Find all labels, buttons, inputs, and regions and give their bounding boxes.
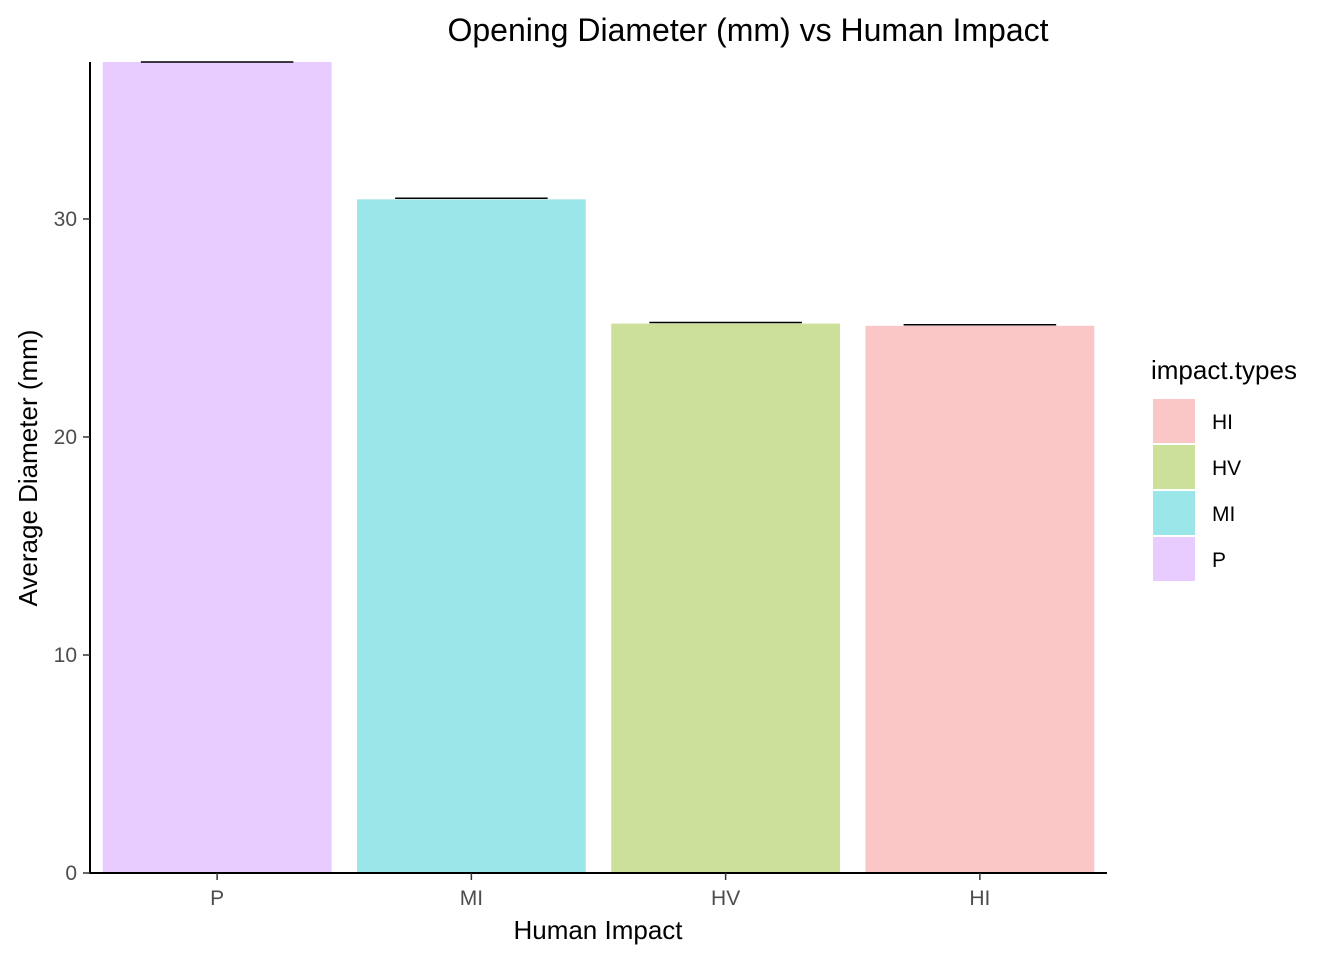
y-ticks-group: 0 10 20 30: [54, 208, 90, 885]
bar-hi: [865, 325, 1095, 874]
chart-title: Opening Diameter (mm) vs Human Impact: [447, 12, 1048, 48]
x-axis-title: Human Impact: [513, 915, 683, 945]
x-tick-label: MI: [460, 887, 483, 910]
bar-hv: [611, 323, 841, 873]
bar-p: [102, 62, 332, 873]
legend-label-mi: MI: [1212, 503, 1235, 526]
legend-title: impact.types: [1151, 355, 1297, 385]
bar-mi: [356, 199, 586, 873]
error-bars-group: [140, 61, 1057, 326]
y-tick-label: 30: [54, 208, 77, 231]
x-ticks-group: P MI HV HI: [210, 873, 990, 910]
y-axis-title: Average Diameter (mm): [13, 330, 43, 607]
legend: HI HV MI P: [1153, 399, 1241, 581]
legend-label-hi: HI: [1212, 411, 1233, 434]
legend-key-hv: [1153, 445, 1195, 489]
legend-key-p: [1153, 537, 1195, 581]
bars-group: [102, 62, 1095, 874]
y-tick-label: 20: [54, 426, 77, 449]
legend-label-hv: HV: [1212, 457, 1241, 480]
y-tick-label: 0: [65, 862, 77, 885]
legend-label-p: P: [1212, 549, 1226, 572]
x-tick-label: HV: [711, 887, 740, 910]
x-tick-label: HI: [969, 887, 990, 910]
legend-key-mi: [1153, 491, 1195, 535]
legend-key-hi: [1153, 399, 1195, 443]
y-tick-label: 10: [54, 644, 77, 667]
x-tick-label: P: [210, 887, 224, 910]
